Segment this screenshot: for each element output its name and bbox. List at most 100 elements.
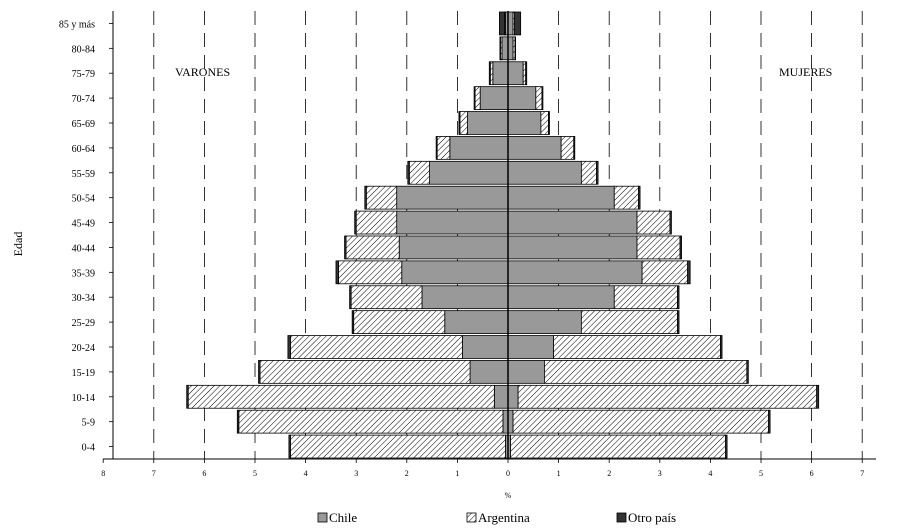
x-tick-label: 6 bbox=[810, 469, 814, 478]
x-tick-label: 5 bbox=[253, 469, 257, 478]
right-sex-label: MUJERES bbox=[779, 65, 832, 79]
y-tick-label: 20-24 bbox=[72, 343, 95, 354]
x-tick-label: 3 bbox=[354, 469, 358, 478]
bar-female-otro-país-50-54 bbox=[638, 185, 641, 210]
bar-female-chile-60-64 bbox=[507, 136, 562, 160]
y-tick-label: 75-79 bbox=[72, 69, 95, 80]
y-tick-label: 30-34 bbox=[72, 293, 95, 304]
bar-male-argentina-60-64 bbox=[436, 136, 451, 160]
bar-male-argentina-5-9 bbox=[238, 409, 504, 434]
bar-female-argentina-70-74 bbox=[535, 86, 543, 110]
bar-female-otro-país-65-69 bbox=[548, 111, 550, 135]
bar-male-otro-país-50-54 bbox=[364, 185, 367, 210]
bar-male-chile-35-39 bbox=[401, 260, 509, 285]
legend-swatch-chile bbox=[317, 512, 328, 523]
x-tick-label: 7 bbox=[860, 469, 864, 478]
y-tick-label: 65-69 bbox=[72, 119, 95, 130]
bar-female-argentina-40-44 bbox=[636, 235, 681, 260]
bar-female-otro-país-30-34 bbox=[677, 285, 680, 310]
bar-female-chile-15-19 bbox=[507, 360, 545, 384]
bar-male-argentina-10-14 bbox=[187, 384, 495, 409]
bar-male-argentina-0-4 bbox=[290, 434, 506, 459]
bar-female-argentina-20-24 bbox=[553, 335, 721, 359]
bar-female-chile-65-69 bbox=[507, 111, 542, 135]
bar-female-otro-país-20-24 bbox=[720, 335, 723, 359]
bar-male-argentina-45-49 bbox=[355, 210, 398, 235]
x-tick-label: 5 bbox=[759, 469, 763, 478]
y-tick-label: 15-19 bbox=[72, 368, 95, 379]
bar-male-argentina-20-24 bbox=[290, 335, 463, 359]
bar-male-chile-55-59 bbox=[429, 160, 509, 185]
bar-female-otro-país-40-44 bbox=[679, 235, 682, 260]
vertical-gridlines bbox=[153, 11, 863, 459]
bar-female-otro-país-80-84 bbox=[514, 36, 516, 61]
bar-male-chile-50-54 bbox=[396, 185, 509, 210]
bar-male-argentina-35-39 bbox=[338, 260, 403, 285]
bar-female-argentina-15-19 bbox=[544, 360, 748, 384]
bar-male-chile-5-9 bbox=[502, 409, 509, 434]
legend-swatch-argentina bbox=[466, 512, 477, 523]
y-tick-label: 85 y más bbox=[59, 19, 95, 30]
bar-female-chile-40-44 bbox=[507, 235, 638, 260]
y-tick-label: 25-29 bbox=[72, 318, 95, 329]
bar-male-chile-75-79 bbox=[492, 61, 509, 86]
bar-male-otro-país-30-34 bbox=[349, 285, 352, 310]
x-axis-label: % bbox=[505, 491, 512, 500]
bar-male-otro-país-60-64 bbox=[435, 136, 438, 160]
bar-female-otro-país-10-14 bbox=[816, 384, 820, 409]
bar-male-chile-10-14 bbox=[493, 384, 509, 409]
bar-male-otro-país-10-14 bbox=[186, 384, 189, 409]
x-tick-label: 2 bbox=[405, 469, 409, 478]
bar-female-chile-35-39 bbox=[507, 260, 643, 285]
bar-male-otro-país-80-84 bbox=[499, 36, 501, 61]
bar-female-argentina-60-64 bbox=[560, 136, 575, 160]
bar-female-otro-país-55-59 bbox=[596, 160, 599, 185]
bar-male-otro-país-15-19 bbox=[258, 360, 261, 384]
x-tick-label: 4 bbox=[708, 469, 712, 478]
y-tick-label: 0-4 bbox=[82, 443, 95, 454]
bar-male-otro-país-70-74 bbox=[473, 86, 476, 110]
bar-male-otro-país-5-9 bbox=[236, 409, 240, 434]
y-tick-label: 60-64 bbox=[72, 144, 95, 155]
bar-female-argentina-5-9 bbox=[512, 409, 769, 434]
bar-female-otro-país-70-74 bbox=[541, 86, 544, 110]
left-sex-label: VARONES bbox=[175, 65, 230, 79]
bar-female-otro-país-35-39 bbox=[687, 260, 691, 285]
bar-male-argentina-55-59 bbox=[408, 160, 430, 185]
bar-female-chile-70-74 bbox=[507, 86, 537, 110]
bar-female-otro-país-85 y más bbox=[514, 11, 522, 36]
y-tick-label: 55-59 bbox=[72, 169, 95, 180]
x-tick-label: 2 bbox=[607, 469, 611, 478]
bar-male-chile-70-74 bbox=[479, 86, 509, 110]
bar-male-otro-país-65-69 bbox=[458, 111, 461, 135]
bar-female-argentina-0-4 bbox=[510, 434, 726, 459]
x-tick-label: 3 bbox=[658, 469, 662, 478]
bar-male-argentina-50-54 bbox=[365, 185, 398, 210]
bar-female-chile-45-49 bbox=[507, 210, 638, 235]
bar-male-chile-25-29 bbox=[444, 310, 509, 334]
y-tick-label: 50-54 bbox=[72, 194, 95, 205]
legend: Chile Argentina Otro país bbox=[317, 510, 676, 525]
bar-female-chile-25-29 bbox=[507, 310, 582, 334]
bar-female-otro-país-75-79 bbox=[525, 61, 528, 86]
bar-male-argentina-70-74 bbox=[474, 86, 481, 110]
bar-female-otro-país-15-19 bbox=[746, 360, 749, 384]
bar-female-otro-país-0-4 bbox=[725, 434, 728, 459]
bar-male-otro-país-75-79 bbox=[488, 61, 491, 86]
bar-female-chile-80-84 bbox=[507, 36, 514, 61]
y-tick-label: 70-74 bbox=[72, 94, 95, 105]
bar-male-argentina-30-34 bbox=[350, 285, 423, 310]
y-tick-label: 35-39 bbox=[72, 268, 95, 279]
bar-female-chile-75-79 bbox=[507, 61, 524, 86]
bar-female-argentina-55-59 bbox=[580, 160, 597, 185]
bar-male-chile-80-84 bbox=[501, 36, 509, 61]
y-tick-label: 10-14 bbox=[72, 393, 95, 404]
y-tick-label: 80-84 bbox=[72, 44, 95, 55]
bar-male-chile-30-34 bbox=[421, 285, 509, 310]
bar-male-argentina-40-44 bbox=[345, 235, 400, 260]
x-tick-label: 7 bbox=[152, 469, 156, 478]
y-tick-label: 45-49 bbox=[72, 219, 95, 230]
bar-male-argentina-25-29 bbox=[353, 310, 446, 334]
legend-label-chile: Chile bbox=[329, 510, 357, 525]
